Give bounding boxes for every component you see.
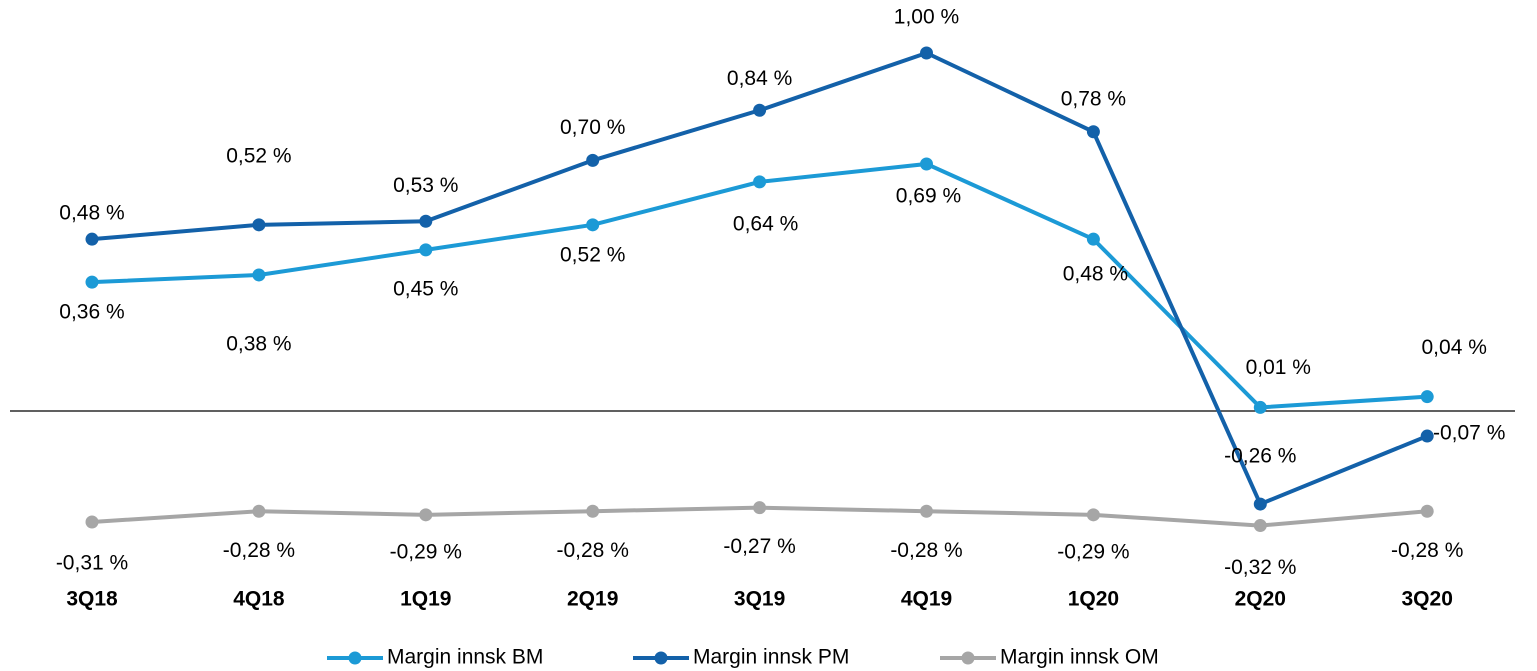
data-label: 0,52 % <box>226 144 291 167</box>
data-label: 0,69 % <box>896 185 961 208</box>
data-label: -0,31 % <box>56 552 128 575</box>
data-point <box>419 243 433 257</box>
data-label: 1,00 % <box>894 6 959 29</box>
data-label: -0,28 % <box>557 539 629 562</box>
data-point <box>85 232 99 246</box>
data-point <box>1420 429 1434 443</box>
data-label: 0,78 % <box>1061 87 1126 110</box>
data-label: 0,38 % <box>226 333 291 356</box>
data-point <box>586 504 600 518</box>
x-tick-label: 4Q19 <box>901 588 952 611</box>
data-label: -0,27 % <box>723 535 795 558</box>
legend-label: Margin innsk PM <box>693 646 849 669</box>
data-point <box>1420 390 1434 404</box>
data-point <box>586 153 600 167</box>
data-point <box>1253 400 1267 414</box>
data-label: 0,84 % <box>727 67 792 90</box>
x-tick-label: 1Q19 <box>400 588 451 611</box>
data-point <box>920 46 933 60</box>
data-point <box>1253 519 1267 533</box>
data-point <box>252 504 266 518</box>
x-tick-label: 3Q20 <box>1402 588 1453 611</box>
series-line <box>91 161 1428 410</box>
legend-label: Margin innsk OM <box>1000 646 1159 669</box>
data-label: 0,04 % <box>1422 336 1487 359</box>
data-label: -0,29 % <box>1057 540 1129 563</box>
x-tick-label: 3Q19 <box>734 588 785 611</box>
data-point <box>419 508 433 522</box>
data-label: -0,32 % <box>1224 556 1296 579</box>
data-point <box>753 175 767 189</box>
data-point <box>419 214 433 228</box>
data-label: -0,28 % <box>890 539 962 562</box>
x-tick-label: 4Q18 <box>233 588 285 611</box>
data-point <box>920 157 933 171</box>
data-label: -0,28 % <box>1391 539 1463 562</box>
data-point <box>1086 125 1100 139</box>
x-tick-label: 2Q19 <box>567 588 618 611</box>
x-tick-label: 2Q20 <box>1235 588 1286 611</box>
legend-marker <box>961 651 975 665</box>
data-label: 0,36 % <box>59 301 124 324</box>
data-point <box>85 515 99 529</box>
data-label: -0,07 % <box>1433 422 1505 445</box>
data-point <box>753 103 767 117</box>
legend-marker <box>654 651 668 665</box>
data-label: 0,53 % <box>393 174 458 197</box>
data-label: 0,48 % <box>1063 263 1128 286</box>
data-label: 0,70 % <box>560 116 625 139</box>
data-point <box>1420 504 1434 518</box>
data-label: 0,48 % <box>59 202 124 225</box>
data-point <box>1086 508 1100 522</box>
data-label: -0,28 % <box>223 539 295 562</box>
data-label: 0,45 % <box>393 277 458 300</box>
legend-marker <box>348 651 362 665</box>
data-label: -0,26 % <box>1224 445 1296 468</box>
data-point <box>85 275 99 289</box>
data-point <box>753 501 767 515</box>
series-line <box>91 50 1428 507</box>
data-point <box>1086 232 1100 246</box>
data-point <box>252 268 266 282</box>
data-point <box>1253 497 1267 511</box>
data-label: -0,29 % <box>390 540 462 563</box>
data-point <box>586 218 600 232</box>
x-tick-label: 3Q18 <box>66 588 118 611</box>
data-label: 0,64 % <box>733 212 798 235</box>
x-tick-label: 1Q20 <box>1068 588 1119 611</box>
legend-label: Margin innsk BM <box>387 646 543 669</box>
data-point <box>252 218 266 232</box>
data-label: 0,01 % <box>1246 356 1311 379</box>
data-point <box>920 504 933 518</box>
data-label: 0,52 % <box>560 243 625 266</box>
